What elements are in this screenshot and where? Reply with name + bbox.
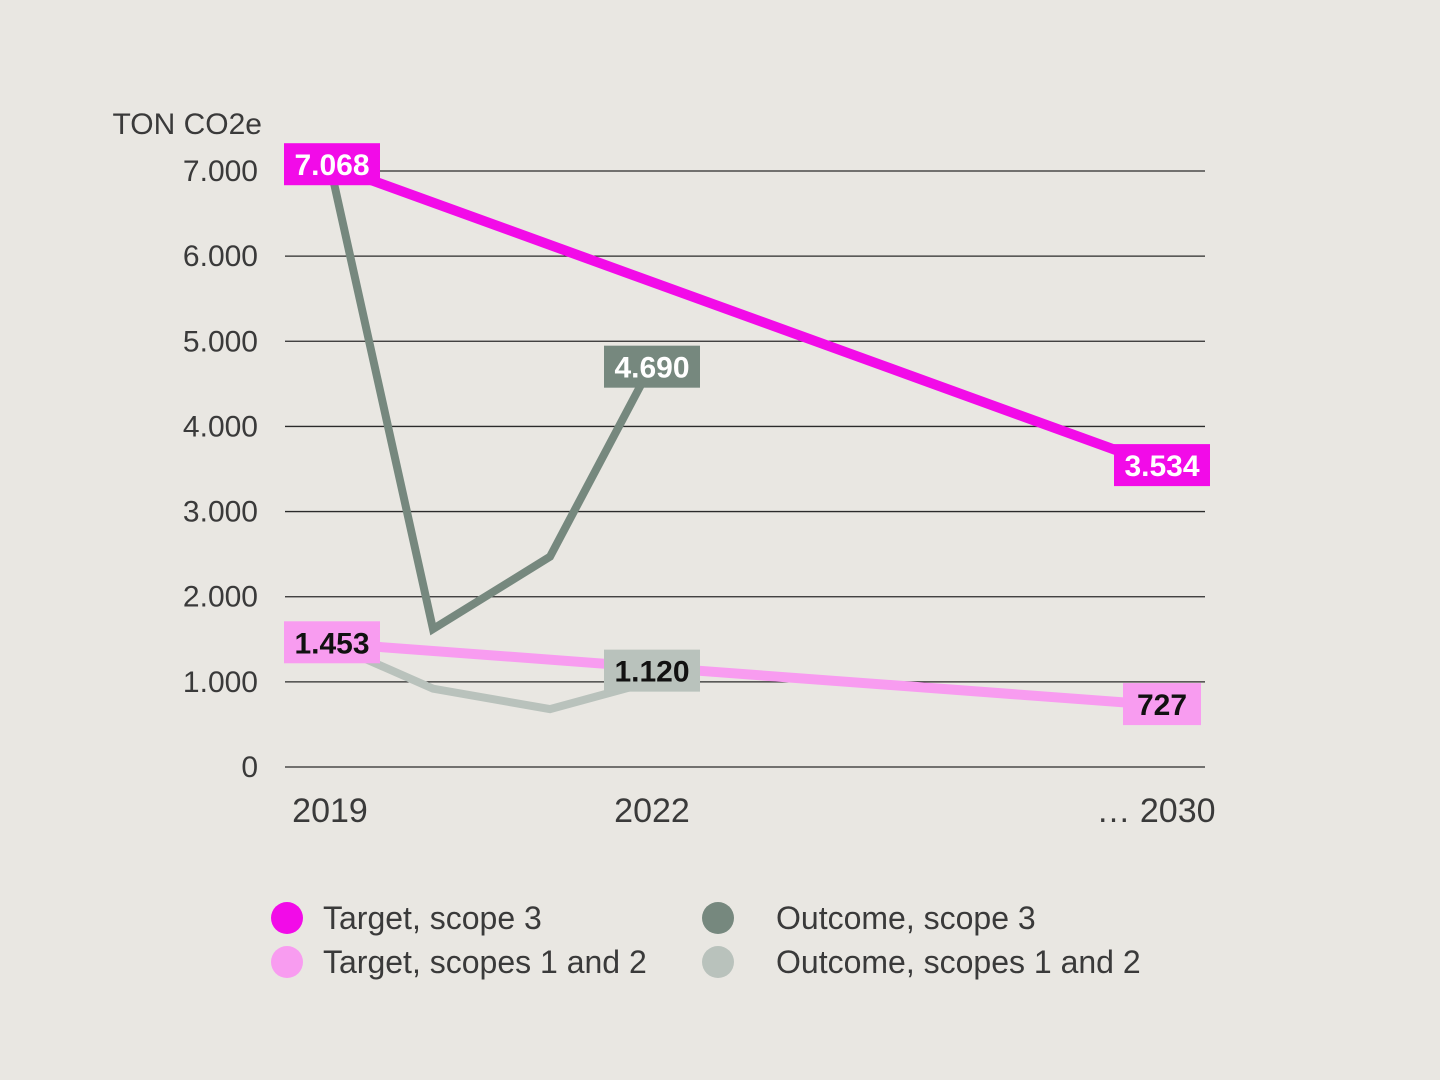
data-label-outcome-scope-3: 4.690 (604, 345, 700, 388)
data-label-text: 4.690 (614, 352, 689, 385)
data-label-box (1123, 683, 1201, 726)
y-tick-label: 7.000 (183, 155, 258, 188)
legend-swatch (702, 902, 734, 934)
data-label-text: 7.068 (294, 149, 369, 182)
axis-layer: TON CO2e 0 1.000 2.000 3.000 4.000 5.000 6.000… (113, 108, 1216, 830)
x-tick-label: 2019 (292, 792, 368, 830)
data-label-box (284, 143, 380, 186)
legend-item-outcome-scopes-1-and-2: Outcome, scopes 1 and 2 (702, 944, 1141, 980)
labels-layer: 7.068 3.534 1.453 727 4.690 1.120 (284, 143, 1210, 726)
legend-swatch (702, 946, 734, 978)
legend: Target, scope 3 Target, scopes 1 and 2 Out… (271, 900, 1141, 980)
y-tick-label: 2.000 (183, 581, 258, 614)
legend-item-target-scope-3: Target, scope 3 (271, 900, 542, 936)
legend-swatch (271, 902, 303, 934)
data-label-target-scope-3: 3.534 (1114, 444, 1210, 487)
data-label-target-scopes-1-and-2: 727 (1123, 683, 1201, 726)
lines-layer (326, 160, 1162, 714)
data-label-text: 1.120 (614, 656, 689, 689)
legend-label: Target, scopes 1 and 2 (323, 944, 647, 980)
series-line-target-scope-3 (328, 160, 1162, 471)
data-label-target-scope-3: 7.068 (284, 143, 380, 186)
y-tick-label: 4.000 (183, 410, 258, 443)
data-label-outcome-scopes-1-and-2: 1.120 (604, 649, 700, 692)
legend-label: Outcome, scopes 1 and 2 (776, 944, 1141, 980)
data-label-box (604, 649, 700, 692)
x-tick-label: 2022 (614, 792, 690, 830)
data-label-box (284, 621, 380, 664)
legend-label: Target, scope 3 (323, 900, 542, 936)
data-label-box (604, 345, 700, 388)
grid-layer (285, 170, 1205, 768)
series-line-target-scopes-1-and-2 (329, 638, 1161, 711)
y-tick-label: 3.000 (183, 496, 258, 529)
legend-label: Outcome, scope 3 (776, 900, 1036, 936)
data-label-text: 3.534 (1124, 450, 1199, 483)
legend-swatch (271, 946, 303, 978)
unit-label: TON CO2e (113, 108, 263, 141)
legend-item-target-scopes-1-and-2: Target, scopes 1 and 2 (271, 944, 647, 980)
data-label-target-scopes-1-and-2: 1.453 (284, 621, 380, 664)
data-label-box (1114, 444, 1210, 487)
data-label-text: 727 (1137, 689, 1187, 722)
series-line-outcome-scopes-1-and-2 (328, 639, 652, 714)
y-tick-label: 6.000 (183, 240, 258, 273)
y-tick-label: 0 (241, 751, 258, 784)
series-line-outcome-scope-3 (326, 164, 654, 636)
x-tick-label: … 2030 (1096, 792, 1215, 830)
data-label-text: 1.453 (294, 627, 369, 660)
y-tick-label: 1.000 (183, 666, 258, 699)
legend-item-outcome-scope-3: Outcome, scope 3 (702, 900, 1036, 936)
y-tick-label: 5.000 (183, 325, 258, 358)
